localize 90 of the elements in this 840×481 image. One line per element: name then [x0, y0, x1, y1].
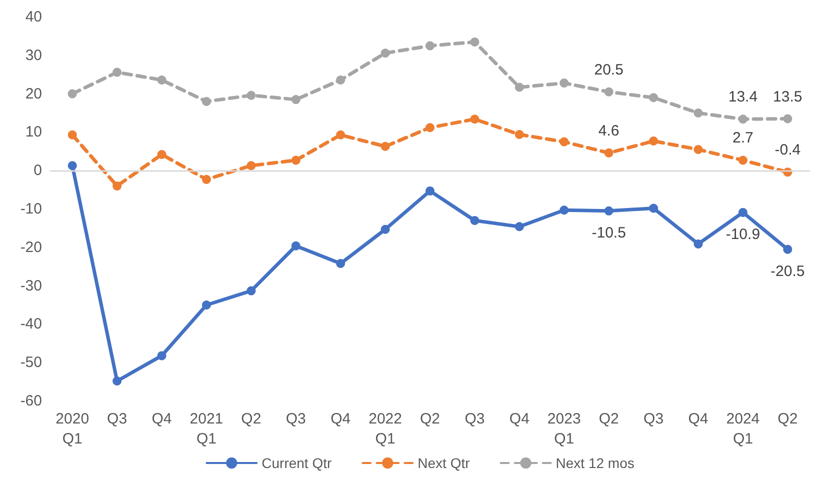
- point: [291, 156, 300, 165]
- point: [514, 130, 524, 139]
- point: [738, 208, 748, 217]
- point: [380, 48, 390, 58]
- point: [68, 161, 77, 170]
- data-label: -20.5: [770, 262, 805, 280]
- x-tick-label: 2021 Q1: [190, 410, 224, 448]
- point: [470, 114, 480, 124]
- data-label: 4.6: [598, 122, 620, 140]
- point: [291, 241, 300, 250]
- y-tick-label: -20: [20, 238, 42, 256]
- point: [514, 82, 524, 92]
- point: [336, 259, 346, 268]
- x-tick-label: Q2: [420, 410, 440, 428]
- point: [649, 93, 658, 102]
- y-tick-label: 0: [34, 162, 42, 180]
- x-tick-label: Q3: [286, 410, 306, 428]
- point: [694, 144, 703, 154]
- point: [470, 216, 480, 226]
- y-tick-label: -60: [20, 392, 42, 410]
- point: [560, 206, 569, 215]
- point: [649, 136, 658, 146]
- point: [694, 108, 703, 118]
- legend-label: Next 12 mos: [556, 455, 634, 471]
- point: [604, 148, 614, 158]
- x-tick-label: Q3: [107, 410, 128, 428]
- x-tick-label: 2022 Q1: [368, 410, 402, 448]
- point: [157, 351, 166, 360]
- y-tick-label: -50: [20, 354, 42, 372]
- point: [202, 174, 211, 184]
- x-tick-label: Q2: [598, 410, 619, 428]
- x-tick-label: 2023 Q1: [547, 410, 581, 448]
- data-label: 13.5: [773, 88, 802, 106]
- point: [112, 68, 122, 77]
- point: [470, 37, 480, 46]
- data-label: 13.4: [728, 88, 758, 106]
- x-tick-label: Q4: [330, 410, 351, 428]
- x-tick-label: 2020 Q1: [56, 410, 90, 448]
- legend-label: Next Qtr: [418, 455, 470, 471]
- point: [560, 78, 569, 88]
- point: [380, 142, 390, 151]
- point: [738, 156, 748, 165]
- data-label: -0.4: [774, 142, 801, 159]
- data-label: 20.5: [594, 61, 624, 78]
- point: [202, 96, 211, 106]
- point: [560, 137, 569, 146]
- point: [426, 123, 434, 132]
- point: [649, 204, 658, 213]
- y-tick-label: 40: [25, 8, 42, 26]
- point: [426, 186, 434, 196]
- data-label: 2.7: [732, 130, 754, 147]
- point: [157, 75, 166, 84]
- x-tick-label: Q3: [464, 410, 485, 428]
- x-tick-label: Q4: [509, 410, 530, 428]
- point: [112, 181, 122, 190]
- data-label: -10.5: [592, 224, 626, 242]
- point: [336, 130, 346, 140]
- x-tick-label: Q3: [644, 410, 664, 428]
- y-tick-label: 10: [25, 124, 42, 141]
- y-tick-label: 20: [25, 85, 42, 102]
- point: [783, 114, 792, 124]
- point: [426, 41, 434, 50]
- point: [246, 90, 256, 100]
- point: [336, 75, 346, 84]
- y-tick-label: -40: [20, 316, 42, 333]
- point: [604, 206, 614, 216]
- point: [202, 300, 211, 310]
- point: [68, 130, 77, 140]
- point: [604, 87, 614, 96]
- x-tick-label: Q2: [778, 410, 798, 428]
- point: [246, 286, 256, 296]
- legend-label: Current Qtr: [262, 455, 332, 471]
- point: [157, 150, 166, 159]
- y-tick-label: -10: [20, 200, 42, 218]
- point: [68, 89, 77, 98]
- point: [291, 95, 300, 104]
- x-tick-label: Q4: [152, 410, 172, 428]
- x-tick-label: 2024 Q1: [726, 410, 760, 448]
- point: [783, 244, 792, 254]
- y-tick-label: 30: [25, 46, 42, 64]
- point: [112, 376, 122, 386]
- x-tick-label: Q2: [241, 410, 262, 428]
- data-label: -10.9: [726, 226, 760, 243]
- x-tick-label: Q4: [688, 410, 708, 428]
- y-tick-label: -30: [20, 277, 42, 294]
- point: [738, 114, 748, 124]
- point: [514, 222, 524, 232]
- point: [246, 161, 256, 170]
- point: [380, 224, 390, 234]
- point: [694, 239, 703, 248]
